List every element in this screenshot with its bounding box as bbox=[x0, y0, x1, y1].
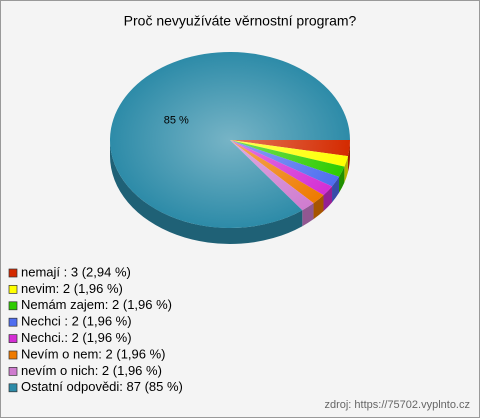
slice-side bbox=[323, 186, 333, 212]
legend-label: Nechci : 2 (1,96 %) bbox=[21, 314, 132, 329]
slice bbox=[110, 51, 350, 228]
legend-label: nevím o nich: 2 (1,96 %) bbox=[21, 363, 162, 378]
slice bbox=[230, 140, 333, 196]
legend-swatch bbox=[8, 367, 18, 376]
slice-label: 85 % bbox=[164, 114, 189, 126]
legend-label: Nemám zajem: 2 (1,96 %) bbox=[21, 297, 172, 312]
legend-label: Nechci.: 2 (1,96 %) bbox=[21, 330, 132, 345]
legend-swatch bbox=[8, 334, 18, 343]
legend-swatch bbox=[8, 301, 18, 311]
slice-side bbox=[347, 140, 350, 173]
slice-side bbox=[339, 166, 345, 193]
slice-side bbox=[110, 140, 303, 244]
slice bbox=[230, 140, 350, 157]
legend-label: Nevím o nem: 2 (1,96 %) bbox=[21, 346, 166, 361]
legend-swatch bbox=[8, 317, 18, 327]
legend-label: nevim: 2 (1,96 %) bbox=[21, 281, 123, 296]
slice bbox=[230, 140, 348, 167]
source: zdroj: https://75702.vyplnto.cz bbox=[324, 399, 470, 411]
legend-swatch bbox=[8, 350, 18, 360]
legend-swatch bbox=[8, 285, 18, 294]
slice-side bbox=[302, 203, 314, 227]
slice bbox=[230, 140, 340, 187]
slice-side bbox=[332, 176, 340, 203]
legend-label: nemají : 3 (2,94 %) bbox=[21, 264, 131, 279]
legend-swatch bbox=[8, 268, 18, 278]
slice-side bbox=[344, 156, 348, 183]
legend-swatch bbox=[8, 383, 18, 393]
chart-title: Proč nevyužíváte věrnostní program? bbox=[124, 13, 357, 29]
slice bbox=[230, 140, 314, 211]
slice bbox=[230, 140, 324, 204]
slice-side bbox=[313, 195, 324, 220]
slice bbox=[230, 140, 345, 177]
legend-label: Ostatní odpovědi: 87 (85 %) bbox=[21, 379, 183, 394]
